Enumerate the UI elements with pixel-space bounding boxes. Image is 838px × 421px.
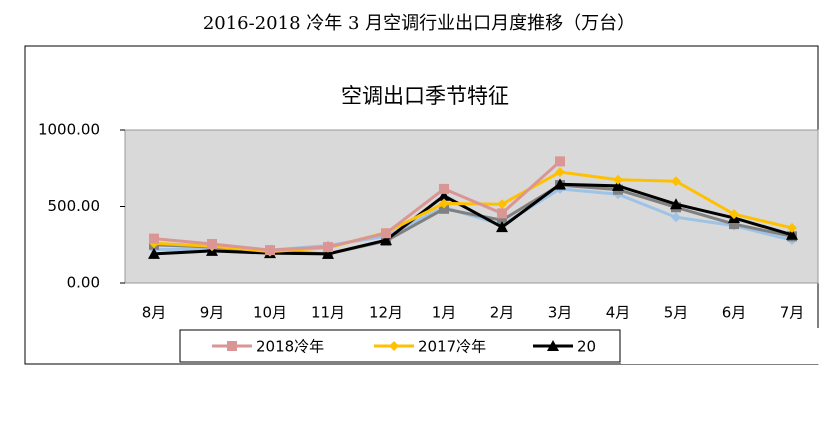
x-tick-label: 9月: [200, 304, 225, 322]
legend-label: 20: [577, 338, 596, 356]
point: [439, 203, 449, 214]
x-tick-label: 7月: [780, 304, 805, 322]
point: [729, 209, 739, 220]
x-tick-label: 1月: [432, 304, 457, 322]
point: [671, 176, 681, 187]
x-tick-label: 10月: [253, 304, 287, 322]
y-tick-label: 500.00: [48, 197, 101, 215]
y-tick-label: 0.00: [67, 274, 100, 292]
point: [729, 219, 739, 230]
series-line: [153, 182, 793, 256]
point: [497, 215, 507, 226]
point: [671, 212, 681, 223]
legend-marker: [547, 340, 559, 351]
point: [149, 233, 159, 244]
x-tick-label: 8月: [142, 304, 167, 322]
point: [555, 167, 565, 178]
x-tick-label: 2月: [490, 304, 515, 322]
y-tick-label: 1000.00: [38, 121, 100, 139]
point: [555, 156, 565, 167]
point: [554, 178, 566, 190]
point: [439, 183, 449, 194]
series-line: [153, 160, 562, 252]
point: [265, 245, 275, 256]
point: [438, 189, 450, 201]
plot-area: [124, 129, 819, 284]
point: [439, 198, 449, 209]
point: [670, 198, 682, 210]
point: [613, 174, 623, 185]
x-tick-label: 11月: [311, 304, 345, 322]
point: [497, 199, 507, 210]
point: [323, 242, 333, 253]
point: [207, 238, 217, 249]
x-tick-label: 4月: [606, 304, 631, 322]
x-tick-label: 3月: [548, 304, 573, 322]
x-tick-label: 6月: [722, 304, 747, 322]
chart-subtitle: 空调出口季节特征: [341, 84, 509, 108]
point: [497, 208, 507, 219]
legend-marker: [227, 341, 237, 351]
point: [786, 228, 798, 240]
point: [381, 228, 391, 239]
point: [148, 247, 160, 259]
legend-label: 2017冷年: [418, 338, 486, 356]
point: [380, 234, 392, 246]
point: [322, 247, 334, 259]
point: [787, 222, 797, 233]
point: [496, 221, 508, 233]
legend-cover: [621, 328, 821, 364]
x-tick-label: 12月: [369, 304, 403, 322]
x-tick-label: 5月: [664, 304, 689, 322]
series-line: [153, 170, 793, 254]
chart-title: 2016-2018 冷年 3 月空调行业出口月度推移（万台）: [203, 13, 635, 34]
point: [612, 179, 624, 191]
legend-label: 2018冷年: [256, 338, 324, 356]
legend-marker: [389, 341, 399, 351]
